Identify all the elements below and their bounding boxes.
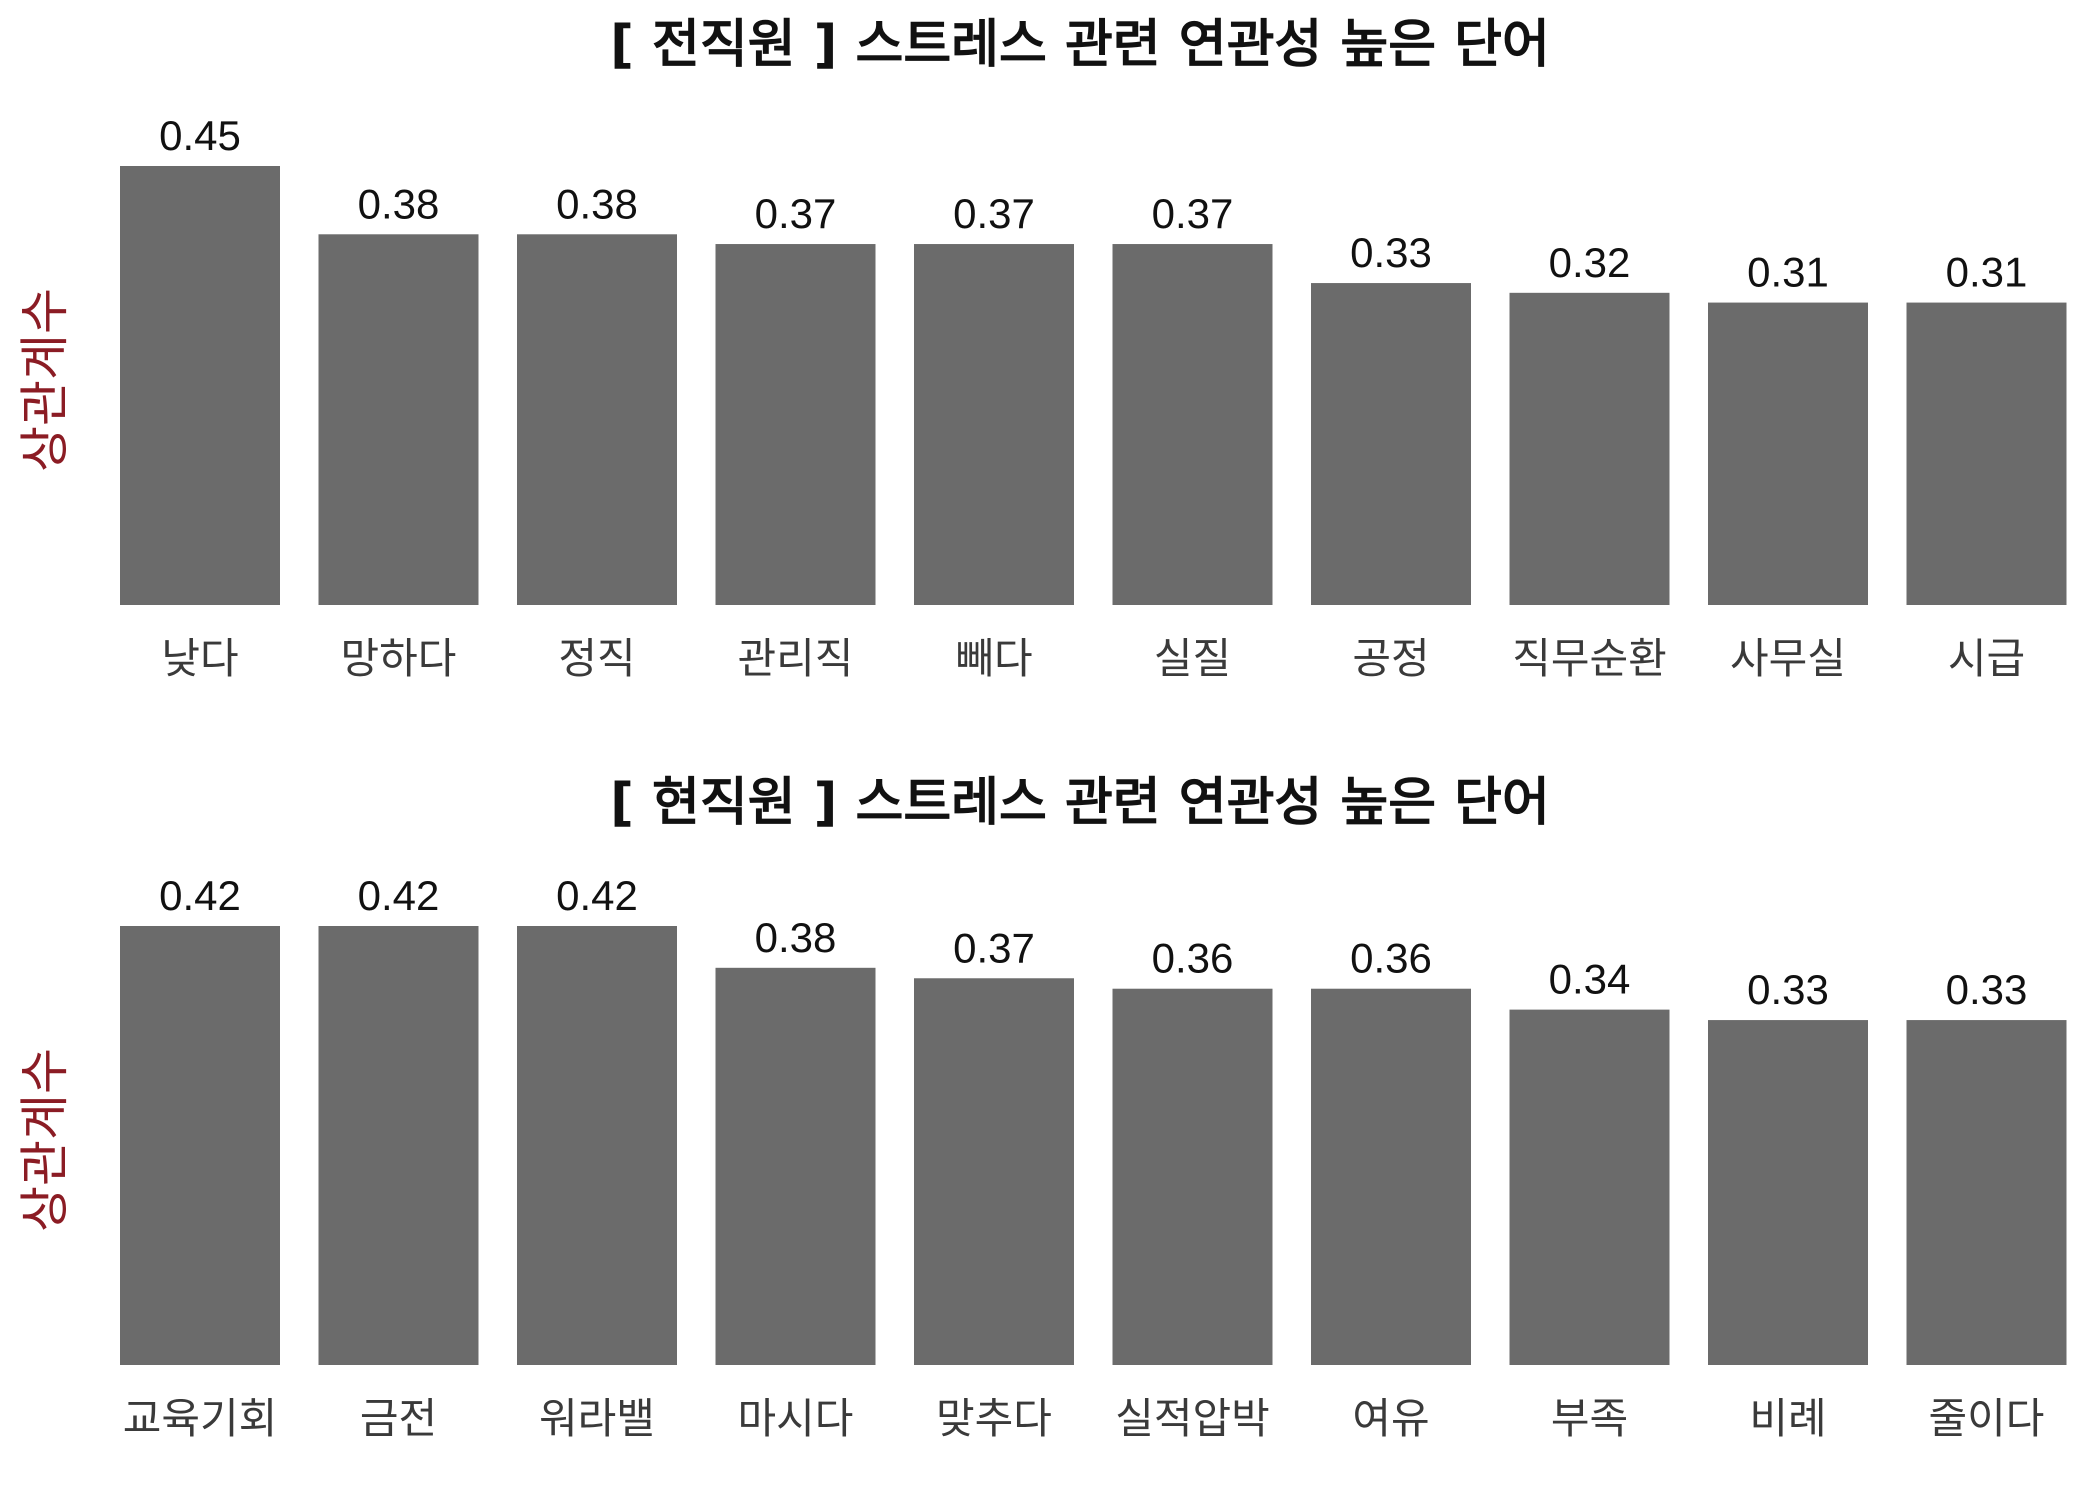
x-tick-label: 낮다 bbox=[161, 634, 238, 683]
x-tick-label: 마시다 bbox=[738, 1394, 854, 1443]
bar bbox=[1708, 1020, 1868, 1365]
data-label: 0.37 bbox=[1152, 190, 1234, 237]
x-tick-group: 교육기회 금전 워라밸 마시다 맞추다 실적압박 여유 부족 비례 줄이다 bbox=[123, 1394, 2045, 1443]
x-tick-label: 워라밸 bbox=[539, 1394, 655, 1443]
data-label: 0.32 bbox=[1549, 239, 1631, 286]
x-tick-label: 빼다 bbox=[955, 634, 1032, 683]
x-tick-label: 시급 bbox=[1948, 634, 2025, 683]
data-label: 0.42 bbox=[358, 872, 440, 919]
data-label: 0.37 bbox=[953, 190, 1035, 237]
bar bbox=[1112, 244, 1273, 606]
x-tick-label: 실질 bbox=[1154, 634, 1231, 683]
chart-title: [ 현직원 ] 스트레스 관련 연관성 높은 단어 bbox=[610, 773, 1550, 833]
bar bbox=[120, 926, 280, 1365]
data-label: 0.33 bbox=[1946, 966, 2028, 1013]
x-tick-label: 금전 bbox=[360, 1394, 437, 1443]
x-tick-label: 실적압박 bbox=[1115, 1394, 1270, 1443]
data-label: 0.45 bbox=[159, 112, 241, 159]
bar bbox=[1509, 1009, 1670, 1365]
x-tick-group: 낮다 망하다 정직 관리직 빼다 실질 공정 직무순환 사무실 시급 bbox=[161, 634, 2025, 683]
bar bbox=[1906, 1020, 2067, 1365]
chart-title: [ 전직원 ] 스트레스 관련 연관성 높은 단어 bbox=[610, 15, 1550, 75]
data-label: 0.36 bbox=[1350, 935, 1432, 982]
x-tick-label: 공정 bbox=[1352, 634, 1429, 683]
bar bbox=[517, 234, 677, 606]
data-label: 0.36 bbox=[1152, 935, 1234, 982]
x-tick-label: 여유 bbox=[1352, 1394, 1429, 1443]
bar-group bbox=[120, 926, 2067, 1365]
x-tick-label: 부족 bbox=[1551, 1394, 1628, 1443]
bar bbox=[1311, 283, 1471, 605]
x-tick-label: 줄이다 bbox=[1929, 1394, 2045, 1443]
bar bbox=[914, 244, 1074, 606]
data-label: 0.34 bbox=[1549, 956, 1631, 1003]
data-label: 0.42 bbox=[159, 872, 241, 919]
bar bbox=[318, 234, 479, 606]
x-tick-label: 관리직 bbox=[738, 634, 854, 683]
bar bbox=[1708, 302, 1868, 605]
bar bbox=[715, 967, 876, 1365]
data-label: 0.38 bbox=[556, 180, 638, 227]
bar bbox=[914, 978, 1074, 1365]
x-tick-label: 정직 bbox=[558, 634, 635, 683]
data-label: 0.33 bbox=[1747, 966, 1829, 1013]
data-label: 0.38 bbox=[358, 180, 440, 227]
data-label-group: 0.45 0.38 0.38 0.37 0.37 0.37 0.33 0.32 0.31 0.31 bbox=[159, 112, 2027, 296]
data-label: 0.33 bbox=[1350, 229, 1432, 276]
chart-bottom: [ 현직원 ] 스트레스 관련 연관성 높은 단어 상관계수 0.42 0.42 0… bbox=[16, 773, 2067, 1443]
data-label: 0.42 bbox=[556, 872, 638, 919]
data-label: 0.37 bbox=[755, 190, 837, 237]
x-tick-label: 비례 bbox=[1749, 1394, 1826, 1443]
bar bbox=[1906, 302, 2067, 605]
data-label: 0.38 bbox=[755, 914, 837, 961]
data-label: 0.31 bbox=[1747, 249, 1829, 296]
bar bbox=[715, 244, 876, 606]
x-tick-label: 직무순환 bbox=[1512, 634, 1667, 683]
x-tick-label: 교육기회 bbox=[123, 1394, 278, 1443]
chart-top: [ 전직원 ] 스트레스 관련 연관성 높은 단어 상관계수 0.450.38 0… bbox=[16, 15, 2067, 683]
bar-group bbox=[120, 166, 2067, 606]
data-label-group: 0.42 0.42 0.42 0.38 0.37 0.36 0.36 0.34 0.33 0.33 bbox=[159, 872, 2027, 1013]
x-tick-label: 사무실 bbox=[1730, 634, 1846, 683]
x-tick-label: 맞추다 bbox=[936, 1394, 1052, 1443]
bar bbox=[1509, 292, 1670, 605]
data-label: 0.37 bbox=[953, 924, 1035, 971]
bar bbox=[1112, 988, 1273, 1365]
bar bbox=[517, 926, 677, 1365]
y-axis-label: 상관계수 bbox=[16, 288, 74, 472]
bar bbox=[120, 166, 280, 605]
x-tick-label: 망하다 bbox=[341, 634, 457, 683]
y-axis-label: 상관계수 bbox=[16, 1048, 74, 1232]
bar bbox=[1311, 988, 1471, 1365]
bar bbox=[318, 926, 479, 1365]
data-label: 0.31 bbox=[1946, 249, 2028, 296]
